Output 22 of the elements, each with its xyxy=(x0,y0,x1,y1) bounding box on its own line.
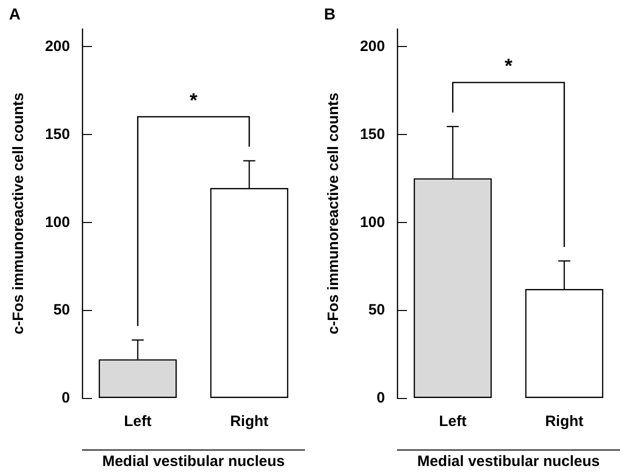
x-axis-title: Medial vestibular nucleus xyxy=(102,453,285,470)
y-axis-title: c-Fos immunoreactive cell counts xyxy=(325,92,342,334)
y-tick-label: 150 xyxy=(44,126,70,143)
y-tick-label: 100 xyxy=(44,214,70,231)
y-tick-label: 200 xyxy=(360,38,385,56)
y-axis-title: c-Fos immunoreactive cell counts xyxy=(10,92,27,334)
y-tick-label: 100 xyxy=(360,214,385,231)
chart-title: B xyxy=(324,6,336,24)
x-tick-label: Left xyxy=(439,413,466,430)
x-tick-label: Right xyxy=(230,413,268,430)
x-tick-label: Right xyxy=(545,413,584,430)
y-tick-label: 0 xyxy=(376,390,385,406)
annotation: * xyxy=(190,90,198,112)
y-tick-label: 150 xyxy=(360,126,385,143)
annotation: * xyxy=(504,56,513,78)
y-tick-label: 0 xyxy=(62,390,70,406)
y-tick-label: 50 xyxy=(53,302,70,319)
y-tick-label: 200 xyxy=(44,38,70,56)
x-tick-label: Left xyxy=(124,413,152,430)
y-tick-label: 50 xyxy=(368,302,385,319)
x-axis-title: Medial vestibular nucleus xyxy=(417,453,600,470)
chart-title: A xyxy=(9,6,21,24)
